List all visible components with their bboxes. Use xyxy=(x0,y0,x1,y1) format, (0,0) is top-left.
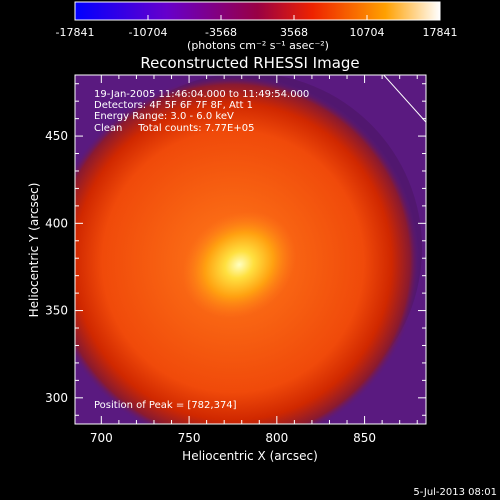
x-tick-label: 850 xyxy=(353,431,376,445)
chart-title: Reconstructed RHESSI Image xyxy=(140,54,359,72)
colorbar-tick-label: -17841 xyxy=(56,26,95,39)
annotation-energy: Energy Range: 3.0 - 6.0 keV xyxy=(94,111,234,122)
colorbar: -17841 -10704 -3568 3568 10704 17841 (photons… xyxy=(56,1,458,52)
peak-position-label: Position of Peak = [782,374] xyxy=(94,400,237,411)
annotation-clean-counts: Clean Total counts: 7.77E+05 xyxy=(94,123,254,134)
colorbar-tick-label: -10704 xyxy=(129,26,168,39)
colorbar-tick-label: 17841 xyxy=(423,26,458,39)
annotation-detectors: Detectors: 4F 5F 6F 7F 8F, Att 1 xyxy=(94,100,253,111)
footer-date: 5-Jul-2013 08:01 xyxy=(413,487,497,498)
y-axis-label: Heliocentric Y (arcsec) xyxy=(27,183,41,318)
x-axis: 700 750 800 850 xyxy=(90,75,418,445)
x-tick-label: 800 xyxy=(265,431,288,445)
y-tick-label: 400 xyxy=(45,216,68,230)
x-axis-label: Heliocentric X (arcsec) xyxy=(182,449,318,463)
colorbar-tick-label: 3568 xyxy=(280,26,308,39)
colorbar-tick-label: -3568 xyxy=(205,26,237,39)
plot-area xyxy=(75,75,426,424)
peak-emission xyxy=(182,211,297,319)
annotation-block: 19-Jan-2005 11:46:04.000 to 11:49:54.000… xyxy=(94,89,309,134)
annotation-time: 19-Jan-2005 11:46:04.000 to 11:49:54.000 xyxy=(94,89,309,100)
colorbar-gradient xyxy=(75,2,440,20)
x-tick-label: 700 xyxy=(90,431,113,445)
y-tick-label: 450 xyxy=(45,129,68,143)
colorbar-frame xyxy=(74,1,441,21)
colorbar-tick-label: 10704 xyxy=(350,26,385,39)
plot-frame xyxy=(74,74,427,425)
colorbar-ticks: -17841 -10704 -3568 3568 10704 17841 xyxy=(56,15,458,39)
solar-limb-line xyxy=(383,75,426,123)
y-axis: 300 350 400 450 xyxy=(45,83,426,416)
y-tick-label: 350 xyxy=(45,304,68,318)
x-tick-label: 750 xyxy=(178,431,201,445)
y-tick-label: 300 xyxy=(45,391,68,405)
colorbar-unit: (photons cm⁻² s⁻¹ asec⁻²) xyxy=(187,39,329,52)
